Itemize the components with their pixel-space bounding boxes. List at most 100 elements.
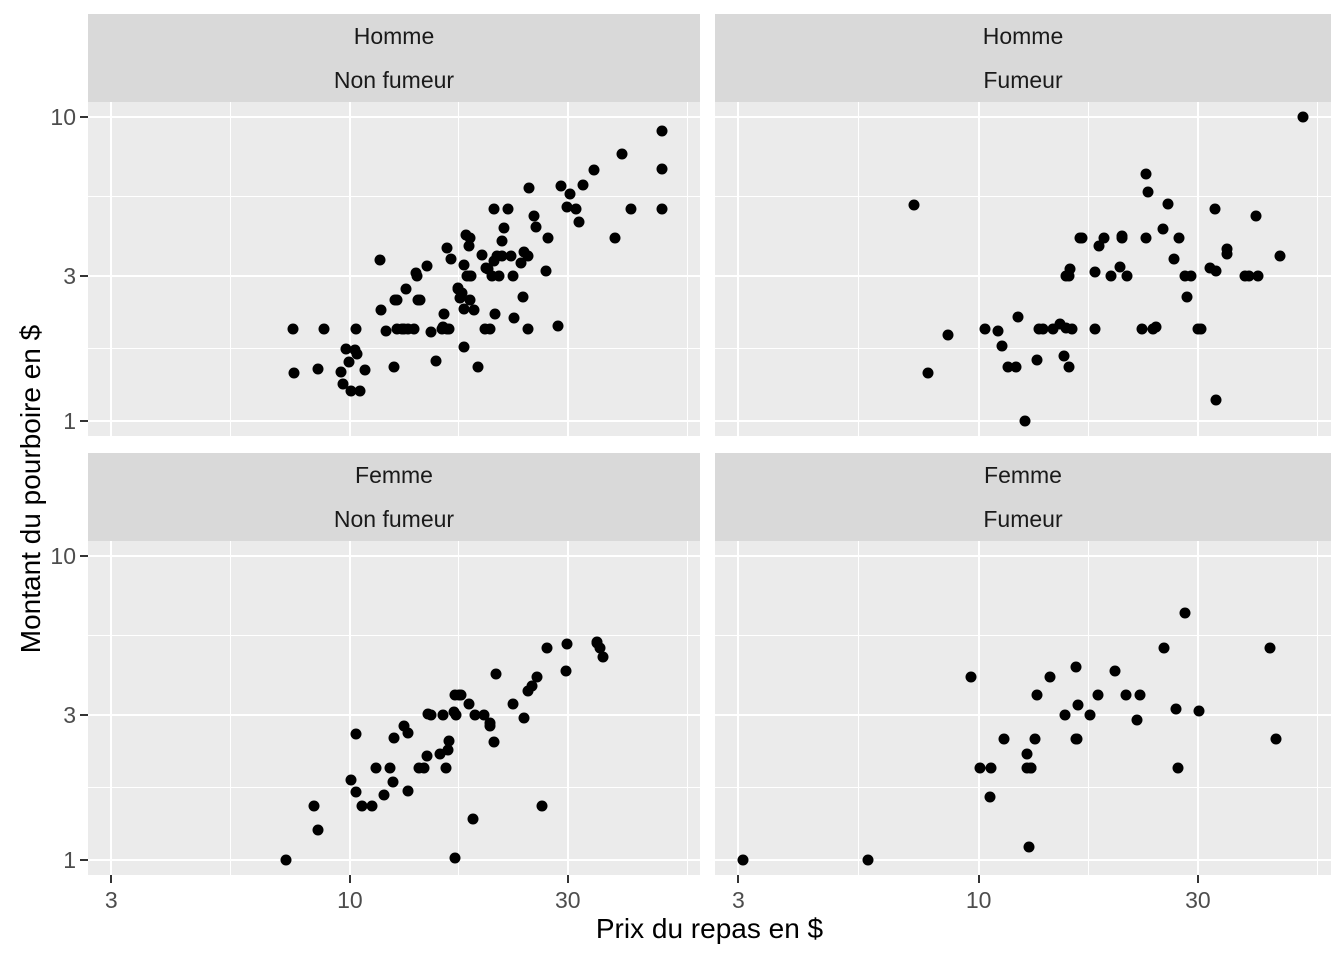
- data-point: [505, 250, 517, 262]
- data-point: [530, 221, 542, 233]
- data-point: [340, 343, 352, 354]
- x-tick-mark: [1196, 875, 1199, 883]
- data-point: [482, 263, 494, 275]
- data-point: [1109, 665, 1121, 677]
- y-tick-label: 10: [50, 104, 76, 131]
- data-point: [488, 736, 500, 748]
- data-point: [366, 800, 378, 812]
- data-point: [479, 323, 491, 335]
- data-point: [1181, 291, 1193, 303]
- data-point: [464, 232, 476, 244]
- y-tick-label: 3: [63, 701, 76, 728]
- y-major-gridline: [88, 419, 700, 422]
- data-point: [1209, 203, 1221, 215]
- x-minor-gridline: [858, 541, 860, 875]
- data-point: [985, 762, 997, 774]
- data-point: [442, 744, 454, 756]
- y-minor-gridline: [715, 347, 1331, 349]
- data-point: [1002, 361, 1014, 373]
- x-minor-gridline: [686, 541, 688, 875]
- data-point: [308, 800, 320, 812]
- data-point: [280, 854, 292, 866]
- y-tick-mark: [80, 274, 88, 277]
- x-tick-mark: [110, 875, 113, 883]
- data-point: [463, 698, 475, 710]
- data-point: [1070, 661, 1082, 673]
- data-point: [564, 188, 576, 200]
- data-point: [616, 148, 628, 160]
- data-point: [1172, 762, 1184, 774]
- x-minor-gridline: [686, 102, 688, 436]
- data-point: [1157, 223, 1169, 235]
- y-tick-label: 1: [63, 407, 76, 434]
- y-minor-gridline: [715, 635, 1331, 637]
- facet-panel: [88, 102, 700, 436]
- x-minor-gridline: [230, 541, 232, 875]
- data-point: [609, 232, 621, 244]
- data-point: [1054, 318, 1066, 330]
- data-point: [597, 651, 609, 663]
- y-major-gridline: [88, 116, 700, 119]
- data-point: [436, 323, 448, 335]
- facet-panel: [715, 541, 1331, 875]
- data-point: [1066, 323, 1078, 335]
- x-major-gridline: [737, 541, 740, 875]
- data-point: [402, 785, 414, 797]
- data-point: [1140, 232, 1152, 244]
- y-tick-mark: [80, 555, 88, 558]
- data-point: [1092, 689, 1104, 701]
- data-point: [625, 203, 637, 215]
- data-point: [287, 323, 299, 335]
- data-point: [488, 255, 500, 267]
- data-point: [472, 361, 484, 373]
- y-major-gridline: [88, 713, 700, 716]
- data-point: [1120, 689, 1132, 701]
- data-point: [498, 222, 510, 234]
- data-point: [1084, 709, 1096, 721]
- data-point: [517, 291, 529, 303]
- y-major-gridline: [715, 858, 1331, 861]
- data-point: [992, 325, 1004, 337]
- x-major-gridline: [977, 541, 980, 875]
- x-tick-mark: [348, 875, 351, 883]
- data-point: [542, 232, 554, 244]
- x-major-gridline: [348, 541, 351, 875]
- data-point: [1210, 265, 1222, 277]
- data-point: [526, 680, 538, 691]
- y-major-gridline: [715, 116, 1331, 119]
- data-point: [468, 304, 480, 316]
- facet-strip: Femme Fumeur: [715, 453, 1331, 541]
- data-point: [413, 762, 425, 774]
- data-point: [1089, 266, 1101, 278]
- facet-panel: [715, 102, 1331, 436]
- data-point: [458, 259, 470, 271]
- facet-homme-non-fumeur: Homme Non fumeur: [88, 14, 700, 436]
- data-point: [588, 164, 600, 176]
- x-minor-gridline: [858, 102, 860, 436]
- data-point: [1250, 210, 1262, 222]
- data-point: [312, 363, 324, 375]
- data-point: [354, 385, 366, 397]
- data-point: [388, 361, 400, 373]
- facet-strip: Femme Non fumeur: [88, 453, 700, 541]
- data-point: [522, 250, 534, 262]
- y-tick-label: 10: [50, 543, 76, 570]
- x-major-gridline: [1196, 102, 1199, 436]
- data-point: [1274, 250, 1286, 262]
- data-point: [984, 791, 996, 803]
- x-tick-label: 30: [1185, 887, 1211, 913]
- data-point: [350, 728, 362, 740]
- x-major-gridline: [566, 102, 569, 436]
- data-point: [1072, 699, 1084, 711]
- data-point: [522, 685, 534, 697]
- y-tick-mark: [80, 116, 88, 119]
- data-point: [343, 356, 355, 368]
- data-point: [443, 735, 455, 747]
- data-point: [1064, 263, 1076, 275]
- data-point: [1140, 168, 1152, 180]
- data-point: [370, 762, 382, 774]
- data-point: [484, 717, 496, 729]
- strip-label-sex: Femme: [984, 462, 1062, 488]
- data-point: [437, 709, 449, 721]
- data-point: [489, 308, 501, 320]
